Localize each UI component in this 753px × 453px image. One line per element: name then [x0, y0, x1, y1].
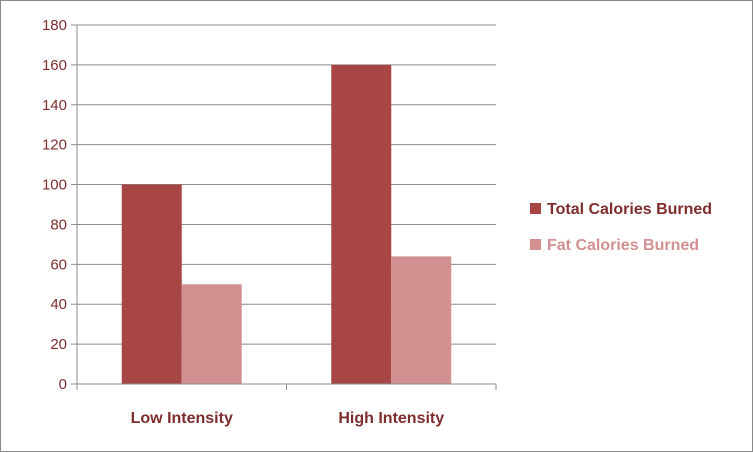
- y-tick-label: 120: [42, 137, 67, 154]
- y-tick-label: 60: [50, 256, 67, 273]
- y-tick-label: 40: [50, 296, 67, 313]
- bar: [331, 64, 392, 384]
- y-tick-label: 0: [59, 376, 67, 393]
- legend-label: Fat Calories Burned: [547, 237, 699, 254]
- y-tick-label: 20: [50, 336, 67, 353]
- bars: [121, 64, 452, 384]
- legend-swatch: [530, 239, 541, 250]
- x-category-label: Low Intensity: [131, 410, 233, 427]
- y-tick-label: 180: [42, 17, 67, 34]
- legend-label: Total Calories Burned: [547, 201, 712, 218]
- legend-item: Fat Calories Burned: [530, 237, 699, 254]
- legend-swatch: [530, 203, 541, 214]
- legend-item: Total Calories Burned: [530, 201, 712, 218]
- legend: Total Calories Burned Fat Calories Burned: [530, 201, 712, 254]
- x-category-label: High Intensity: [338, 410, 444, 427]
- bar: [121, 184, 182, 384]
- y-tick-label: 140: [42, 97, 67, 114]
- bar: [391, 256, 452, 384]
- bar: [181, 284, 242, 384]
- y-tick-label: 160: [42, 57, 67, 74]
- y-tick-label: 80: [50, 216, 67, 233]
- y-tick-labels: 0 20 40 60 80 100 120 140 160 180: [42, 17, 67, 393]
- y-tick-label: 100: [42, 177, 67, 194]
- x-category-labels: Low Intensity High Intensity: [131, 410, 445, 427]
- axes: [71, 24, 497, 390]
